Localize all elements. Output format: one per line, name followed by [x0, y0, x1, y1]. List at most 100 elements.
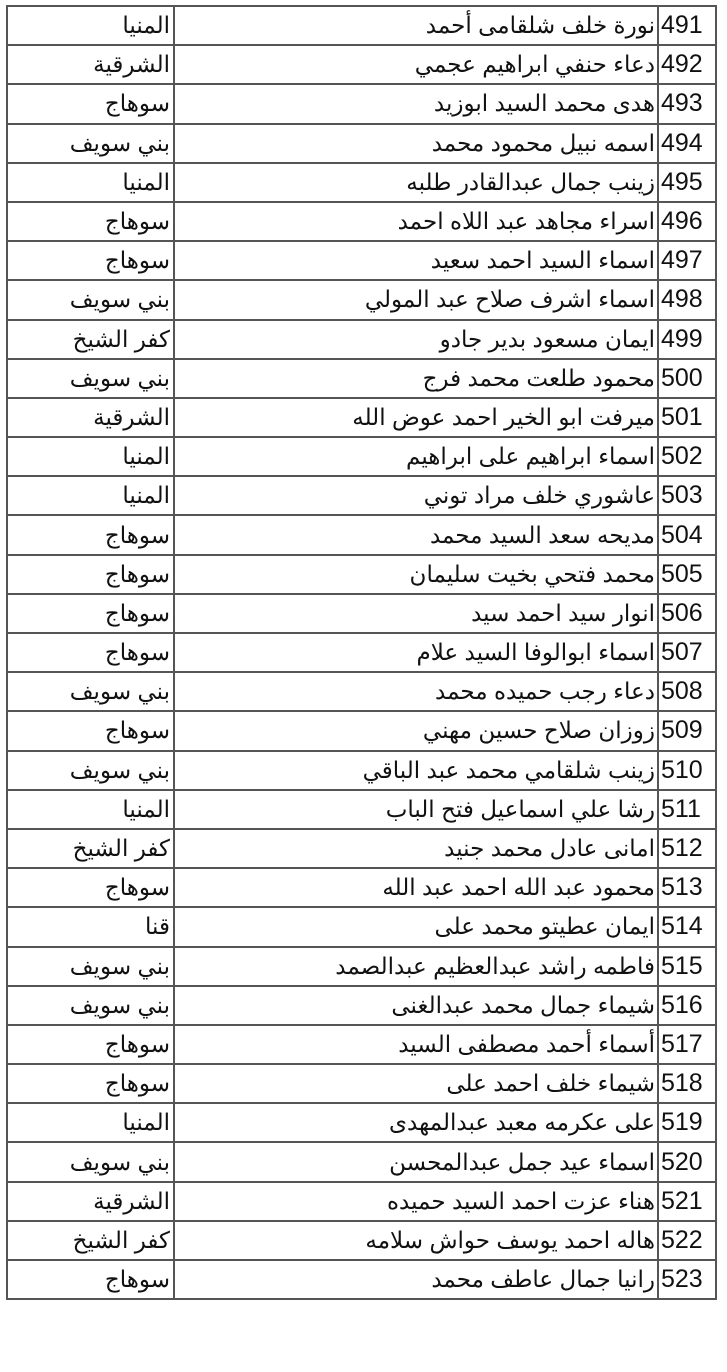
governorate-cell: المنيا — [6, 475, 175, 517]
number-cell: 497 — [657, 240, 717, 282]
table-row: سوهاج اسماء ابوالوفا السيد علام 507 — [6, 631, 717, 674]
name-cell: زينب جمال عبدالقادر طلبه — [173, 161, 659, 203]
number-cell: 509 — [657, 710, 717, 752]
name-cell: هناء عزت احمد السيد حميده — [173, 1180, 659, 1222]
governorate-cell: سوهاج — [6, 867, 175, 909]
governorate-cell: كفر الشيخ — [6, 1219, 175, 1262]
number-cell: 504 — [657, 514, 717, 556]
table-row: كفر الشيخ ايمان مسعود بدير جادو 499 — [6, 318, 717, 360]
number-cell: 522 — [657, 1219, 717, 1262]
number-cell: 501 — [657, 396, 717, 439]
table-row: بني سويف زينب شلقامي محمد عبد الباقي 510 — [6, 749, 717, 791]
name-cell: اسماء اشرف صلاح عبد المولي — [173, 279, 659, 321]
table-row: المنيا اسماء ابراهيم على ابراهيم 502 — [6, 436, 717, 478]
governorate-cell: سوهاج — [6, 1023, 175, 1066]
governorate-cell: المنيا — [6, 161, 175, 203]
table-row: الشرقية دعاء حنفي ابراهيم عجمي 492 — [6, 44, 717, 86]
table-row: سوهاج محمود عبد الله احمد عبد الله 513 — [6, 867, 717, 909]
table-row: سوهاج اسراء مجاهد عبد اللاه احمد 496 — [6, 200, 717, 243]
governorate-cell: بني سويف — [6, 671, 175, 713]
number-cell: 523 — [657, 1258, 717, 1301]
name-cell: نورة خلف شلقامى أحمد — [173, 4, 659, 47]
table-row: قنا ايمان عطيتو محمد على 514 — [6, 906, 717, 948]
governorate-cell: المنيا — [6, 436, 175, 478]
table-row: كفر الشيخ امانى عادل محمد جنيد 512 — [6, 827, 717, 870]
governorate-cell: المنيا — [6, 788, 175, 830]
number-cell: 508 — [657, 671, 717, 713]
name-cell: امانى عادل محمد جنيد — [173, 827, 659, 870]
number-cell: 491 — [657, 4, 717, 47]
name-cell: اسماء ابراهيم على ابراهيم — [173, 436, 659, 478]
number-cell: 505 — [657, 553, 717, 595]
name-cell: اسماء ابوالوفا السيد علام — [173, 631, 659, 674]
table-row: الشرقية هناء عزت احمد السيد حميده 521 — [6, 1180, 717, 1222]
table-row: كفر الشيخ هاله احمد يوسف حواش سلامه 522 — [6, 1219, 717, 1262]
governorate-cell: بني سويف — [6, 749, 175, 791]
governorate-cell: الشرقية — [6, 396, 175, 439]
name-cell: انوار سيد احمد سيد — [173, 592, 659, 635]
name-cell: هدى محمد السيد ابوزيد — [173, 83, 659, 125]
number-cell: 516 — [657, 984, 717, 1026]
governorate-cell: بني سويف — [6, 279, 175, 321]
governorate-cell: كفر الشيخ — [6, 318, 175, 360]
name-cell: شيماء خلف احمد على — [173, 1063, 659, 1105]
governorate-cell: سوهاج — [6, 514, 175, 556]
number-cell: 520 — [657, 1141, 717, 1183]
number-cell: 493 — [657, 83, 717, 125]
table-row: بني سويف شيماء جمال محمد عبدالغنى 516 — [6, 984, 717, 1026]
number-cell: 500 — [657, 357, 717, 399]
name-cell: هاله احمد يوسف حواش سلامه — [173, 1219, 659, 1262]
name-cell: اسماء عيد جمل عبدالمحسن — [173, 1141, 659, 1183]
number-cell: 515 — [657, 945, 717, 987]
names-table: المنيا نورة خلف شلقامى أحمد 491 الشرقية دعاء… — [6, 4, 717, 1301]
name-cell: اسراء مجاهد عبد اللاه احمد — [173, 200, 659, 243]
governorate-cell: سوهاج — [6, 710, 175, 752]
governorate-cell: بني سويف — [6, 357, 175, 399]
table-row: بني سويف دعاء رجب حميده محمد 508 — [6, 671, 717, 713]
governorate-cell: كفر الشيخ — [6, 827, 175, 870]
name-cell: فاطمه راشد عبدالعظيم عبدالصمد — [173, 945, 659, 987]
table-row: سوهاج رانيا جمال عاطف محمد 523 — [6, 1258, 717, 1301]
governorate-cell: سوهاج — [6, 200, 175, 243]
governorate-cell: سوهاج — [6, 83, 175, 125]
name-cell: على عكرمه معبد عبدالمهدى — [173, 1102, 659, 1144]
number-cell: 511 — [657, 788, 717, 830]
table-row: سوهاج أسماء أحمد مصطفى السيد 517 — [6, 1023, 717, 1066]
governorate-cell: سوهاج — [6, 631, 175, 674]
number-cell: 492 — [657, 44, 717, 86]
governorate-cell: بني سويف — [6, 1141, 175, 1183]
name-cell: محمود طلعت محمد فرج — [173, 357, 659, 399]
table-row: بني سويف محمود طلعت محمد فرج 500 — [6, 357, 717, 399]
number-cell: 512 — [657, 827, 717, 870]
number-cell: 510 — [657, 749, 717, 791]
table-row: المنيا نورة خلف شلقامى أحمد 491 — [6, 4, 717, 47]
table-row: سوهاج زوزان صلاح حسين مهني 509 — [6, 710, 717, 752]
number-cell: 502 — [657, 436, 717, 478]
number-cell: 517 — [657, 1023, 717, 1066]
number-cell: 507 — [657, 631, 717, 674]
governorate-cell: المنيا — [6, 4, 175, 47]
number-cell: 499 — [657, 318, 717, 360]
number-cell: 514 — [657, 906, 717, 948]
name-cell: دعاء حنفي ابراهيم عجمي — [173, 44, 659, 86]
name-cell: شيماء جمال محمد عبدالغنى — [173, 984, 659, 1026]
number-cell: 519 — [657, 1102, 717, 1144]
governorate-cell: بني سويف — [6, 984, 175, 1026]
table-row: الشرقية ميرفت ابو الخير احمد عوض الله 501 — [6, 396, 717, 439]
table-row: بني سويف اسماء عيد جمل عبدالمحسن 520 — [6, 1141, 717, 1183]
table-row: سوهاج هدى محمد السيد ابوزيد 493 — [6, 83, 717, 125]
name-cell: رانيا جمال عاطف محمد — [173, 1258, 659, 1301]
number-cell: 518 — [657, 1063, 717, 1105]
governorate-cell: سوهاج — [6, 240, 175, 282]
name-cell: محمد فتحي بخيت سليمان — [173, 553, 659, 595]
name-cell: دعاء رجب حميده محمد — [173, 671, 659, 713]
name-cell: عاشوري خلف مراد توني — [173, 475, 659, 517]
table-row: المنيا على عكرمه معبد عبدالمهدى 519 — [6, 1102, 717, 1144]
name-cell: أسماء أحمد مصطفى السيد — [173, 1023, 659, 1066]
governorate-cell: الشرقية — [6, 44, 175, 86]
governorate-cell: بني سويف — [6, 945, 175, 987]
number-cell: 503 — [657, 475, 717, 517]
name-cell: ميرفت ابو الخير احمد عوض الله — [173, 396, 659, 439]
table-row: بني سويف اسمه نبيل محمود محمد 494 — [6, 122, 717, 164]
name-cell: محمود عبد الله احمد عبد الله — [173, 867, 659, 909]
